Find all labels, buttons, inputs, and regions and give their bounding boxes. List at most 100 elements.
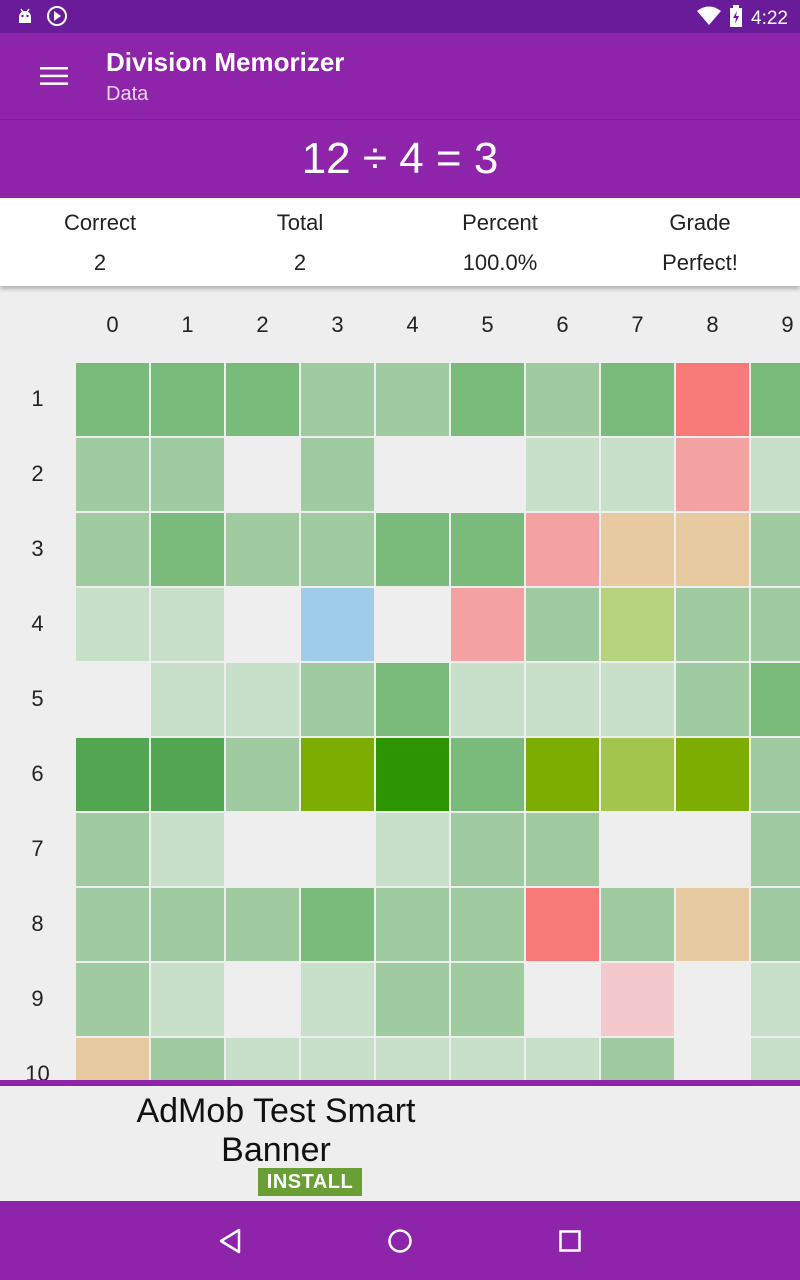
grid-cell[interactable] [76, 363, 149, 436]
grid-cell[interactable] [526, 738, 599, 811]
grid-cell[interactable] [601, 363, 674, 436]
grid-cell[interactable] [676, 363, 749, 436]
grid-cell[interactable] [451, 588, 524, 661]
grid-cell[interactable] [76, 513, 149, 586]
progress-grid[interactable]: 0 1 2 3 4 5 6 7 8 9 1 2 3 4 5 6 7 8 9 10 [0, 286, 800, 1080]
grid-cell[interactable] [676, 438, 749, 511]
install-button[interactable]: INSTALL [258, 1168, 362, 1196]
ad-text[interactable]: AdMob Test Smart Banner [136, 1092, 416, 1169]
grid-cell[interactable] [526, 813, 599, 886]
grid-cell[interactable] [451, 963, 524, 1036]
grid-cell[interactable] [526, 963, 599, 1036]
grid-cell[interactable] [376, 888, 449, 961]
grid-cell[interactable] [151, 738, 224, 811]
grid-cell[interactable] [151, 363, 224, 436]
grid-cell[interactable] [676, 663, 749, 736]
grid-cell[interactable] [526, 588, 599, 661]
grid-cell[interactable] [451, 663, 524, 736]
grid-cell[interactable] [301, 813, 374, 886]
grid-cell[interactable] [376, 588, 449, 661]
grid-cell[interactable] [751, 1038, 800, 1080]
grid-cell[interactable] [76, 963, 149, 1036]
grid-cell[interactable] [151, 588, 224, 661]
grid-cell[interactable] [376, 813, 449, 886]
grid-cell[interactable] [601, 963, 674, 1036]
grid-cell[interactable] [76, 588, 149, 661]
grid-cell[interactable] [226, 963, 299, 1036]
grid-cell[interactable] [526, 888, 599, 961]
grid-cell[interactable] [76, 813, 149, 886]
grid-cell[interactable] [376, 738, 449, 811]
grid-cell[interactable] [751, 588, 800, 661]
grid-cell[interactable] [301, 588, 374, 661]
grid-cell[interactable] [226, 813, 299, 886]
grid-cell[interactable] [751, 438, 800, 511]
grid-cell[interactable] [301, 738, 374, 811]
grid-cell[interactable] [151, 813, 224, 886]
grid-cell[interactable] [151, 513, 224, 586]
grid-cell[interactable] [301, 438, 374, 511]
grid-cell[interactable] [151, 963, 224, 1036]
menu-icon[interactable] [34, 59, 74, 93]
grid-cell[interactable] [76, 663, 149, 736]
grid-cell[interactable] [376, 438, 449, 511]
grid-cell[interactable] [526, 663, 599, 736]
back-icon[interactable] [212, 1223, 248, 1259]
grid-cell[interactable] [76, 738, 149, 811]
grid-cell[interactable] [376, 963, 449, 1036]
grid-cell[interactable] [526, 363, 599, 436]
grid-cell[interactable] [76, 438, 149, 511]
grid-cell[interactable] [376, 513, 449, 586]
recents-icon[interactable] [552, 1223, 588, 1259]
grid-cell[interactable] [676, 738, 749, 811]
grid-cell[interactable] [601, 1038, 674, 1080]
grid-cell[interactable] [301, 663, 374, 736]
grid-cell[interactable] [751, 738, 800, 811]
grid-cell[interactable] [601, 663, 674, 736]
grid-cell[interactable] [751, 963, 800, 1036]
grid-cell[interactable] [601, 888, 674, 961]
grid-cell[interactable] [526, 438, 599, 511]
grid-cell[interactable] [451, 1038, 524, 1080]
grid-cell[interactable] [601, 588, 674, 661]
grid-cell[interactable] [376, 663, 449, 736]
grid-cell[interactable] [226, 513, 299, 586]
grid-cell[interactable] [751, 888, 800, 961]
grid-cell[interactable] [226, 888, 299, 961]
grid-cell[interactable] [76, 888, 149, 961]
grid-cell[interactable] [226, 588, 299, 661]
grid-cell[interactable] [676, 813, 749, 886]
grid-cell[interactable] [226, 663, 299, 736]
grid-cell[interactable] [226, 738, 299, 811]
grid-cell[interactable] [301, 363, 374, 436]
grid-cell[interactable] [751, 813, 800, 886]
grid-cell[interactable] [301, 888, 374, 961]
grid-cell[interactable] [676, 513, 749, 586]
grid-cell[interactable] [301, 513, 374, 586]
ad-banner[interactable]: AdMob Test Smart Banner INSTALL [0, 1080, 800, 1201]
grid-cell[interactable] [601, 738, 674, 811]
grid-cell[interactable] [226, 1038, 299, 1080]
grid-cell[interactable] [451, 513, 524, 586]
grid-cell[interactable] [676, 888, 749, 961]
grid-cell[interactable] [601, 438, 674, 511]
grid-cell[interactable] [376, 363, 449, 436]
grid-cell[interactable] [451, 888, 524, 961]
grid-cell[interactable] [226, 363, 299, 436]
grid-cell[interactable] [676, 588, 749, 661]
grid-cell[interactable] [601, 513, 674, 586]
grid-cell[interactable] [451, 438, 524, 511]
grid-cell[interactable] [676, 1038, 749, 1080]
grid-cell[interactable] [76, 1038, 149, 1080]
grid-cell[interactable] [151, 438, 224, 511]
grid-cell[interactable] [301, 963, 374, 1036]
grid-cell[interactable] [751, 363, 800, 436]
grid-cell[interactable] [451, 813, 524, 886]
grid-cell[interactable] [601, 813, 674, 886]
grid-cell[interactable] [376, 1038, 449, 1080]
grid-cell[interactable] [451, 738, 524, 811]
grid-cell[interactable] [526, 1038, 599, 1080]
grid-cell[interactable] [151, 1038, 224, 1080]
grid-cell[interactable] [676, 963, 749, 1036]
grid-cell[interactable] [151, 663, 224, 736]
